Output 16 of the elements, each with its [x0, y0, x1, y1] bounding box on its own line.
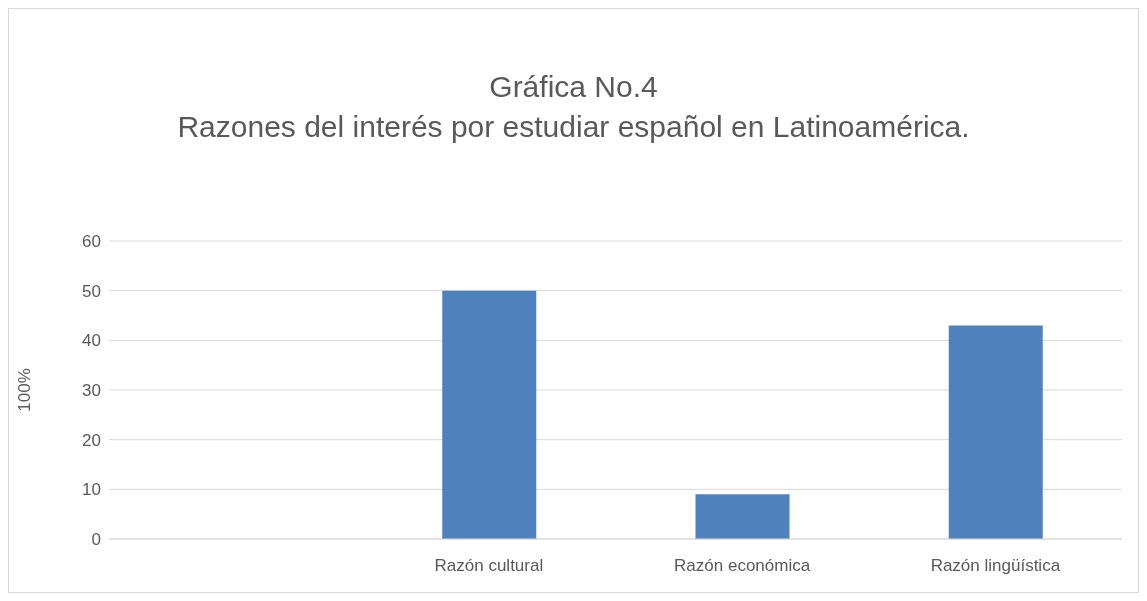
y-tick-label: 10 [82, 480, 101, 500]
y-tick-label: 20 [82, 430, 101, 450]
bar [695, 494, 790, 539]
x-tick-label: Razón cultural [434, 556, 544, 576]
x-tick-label: Razón económica [674, 556, 811, 576]
y-tick-label: 60 [82, 232, 101, 252]
x-tick-label: Razón lingüística [930, 556, 1061, 576]
y-tick-label: 50 [82, 281, 101, 301]
y-tick-label: 0 [91, 530, 101, 550]
y-tick-label: 40 [82, 331, 101, 351]
bar [948, 325, 1043, 539]
y-axis-title: 100% [15, 368, 35, 412]
chart-title: Gráfica No.4 [488, 69, 659, 105]
chart-subtitle: Razones del interés por estudiar español en Latinoamérica. [176, 109, 971, 145]
y-tick-label: 30 [82, 381, 101, 401]
bar [442, 290, 537, 539]
